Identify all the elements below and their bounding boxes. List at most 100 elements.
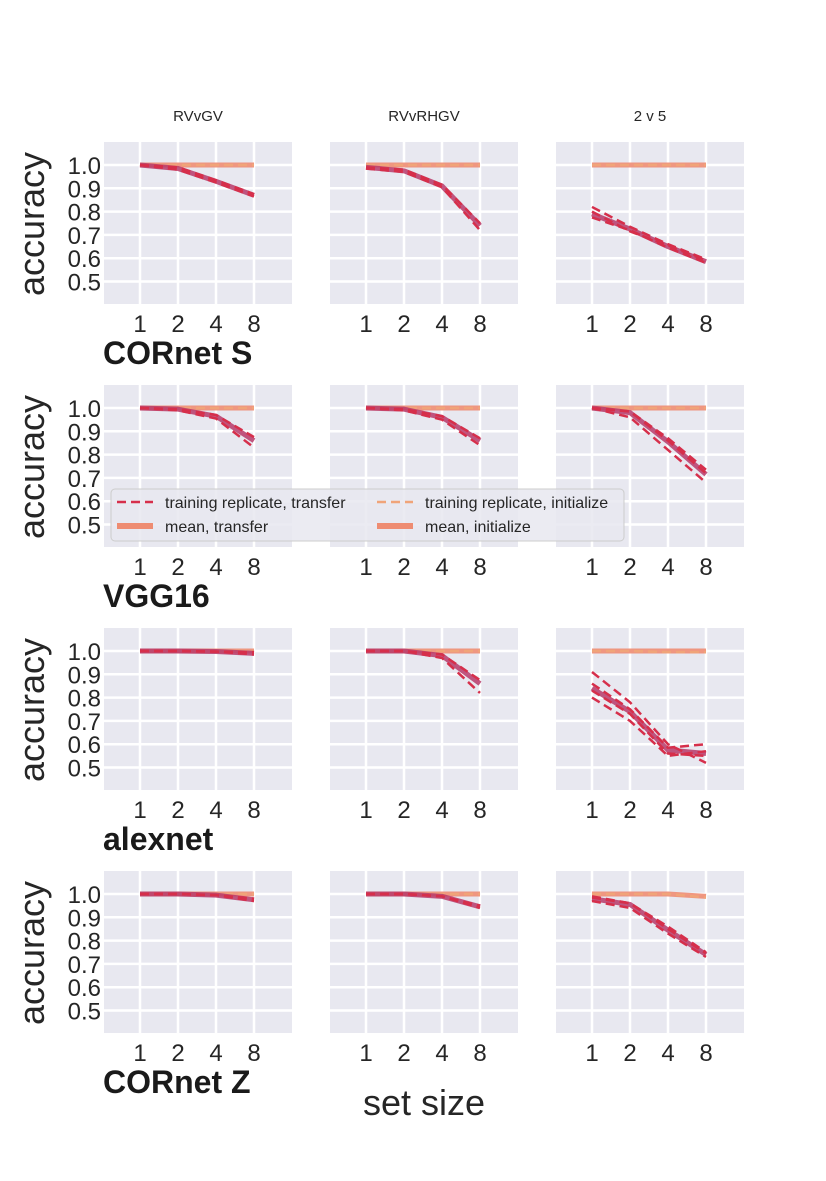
- row-title-3: CORnet Z: [103, 1064, 251, 1100]
- series-replicate-transfer: [366, 892, 481, 907]
- y-axis-label: accuracy: [11, 152, 52, 296]
- x-tick-label: 1: [585, 311, 598, 338]
- x-tick-label: 4: [435, 1040, 448, 1067]
- x-tick-label: 1: [133, 311, 146, 338]
- x-tick-label: 1: [585, 797, 598, 824]
- panel-background: [556, 142, 744, 304]
- y-tick-label: 0.9: [68, 662, 101, 689]
- y-tick-label: 0.5: [68, 999, 101, 1026]
- x-tick-label: 4: [661, 554, 674, 581]
- x-tick-label: 1: [133, 797, 146, 824]
- y-tick-label: 0.6: [68, 732, 101, 759]
- x-tick-label: 8: [473, 1040, 486, 1067]
- x-tick-label: 2: [397, 797, 410, 824]
- series-mean-transfer: [590, 686, 707, 757]
- legend-label-0: training replicate, transfer: [165, 495, 346, 512]
- series-replicate-transfer: [366, 649, 481, 694]
- x-tick-label: 1: [133, 1040, 146, 1067]
- y-tick-label: 0.8: [68, 200, 101, 227]
- series-replicate-transfer: [139, 163, 255, 198]
- x-tick-label: 8: [247, 311, 260, 338]
- y-tick-label: 0.7: [68, 466, 101, 493]
- y-tick-label: 0.7: [68, 709, 101, 736]
- x-tick-label: 8: [473, 797, 486, 824]
- y-tick-label: 0.9: [68, 419, 101, 446]
- x-tick-label: 4: [435, 554, 448, 581]
- series-replicate-transfer: [365, 406, 481, 447]
- legend-label-2: mean, transfer: [165, 519, 269, 536]
- legend-label-3: mean, initialize: [425, 519, 531, 536]
- y-tick-label: 0.6: [68, 975, 101, 1002]
- x-tick-label: 4: [661, 1040, 674, 1067]
- series-replicate-transfer: [591, 896, 707, 955]
- series-replicate-transfer: [140, 892, 255, 900]
- x-tick-label: 8: [247, 797, 260, 824]
- x-tick-label: 2: [171, 554, 184, 581]
- panel-3-0: 1 2 4 8 0.50.60.70.80.91.0: [68, 871, 292, 1067]
- y-tick-label: 1.0: [68, 153, 101, 180]
- x-tick-label: 1: [585, 554, 598, 581]
- y-tick-label: 0.8: [68, 686, 101, 713]
- column-title-2: 2 v 5: [634, 108, 667, 125]
- x-tick-label: 8: [699, 554, 712, 581]
- series-replicate-transfer: [365, 166, 481, 225]
- y-tick-label: 1.0: [68, 396, 101, 423]
- x-tick-label: 1: [585, 1040, 598, 1067]
- x-tick-label: 4: [661, 311, 674, 338]
- panel-background: [330, 871, 518, 1033]
- y-axis-label: accuracy: [11, 881, 52, 1025]
- series-replicate-transfer: [591, 406, 707, 484]
- y-tick-label: 0.5: [68, 756, 101, 783]
- panel-background: [556, 871, 744, 1033]
- x-tick-label: 1: [133, 554, 146, 581]
- panel-background: [104, 871, 292, 1033]
- series-replicate-transfer: [140, 649, 255, 654]
- x-tick-label: 1: [359, 797, 372, 824]
- x-tick-label: 8: [473, 311, 486, 338]
- series-replicate-initialize: [592, 892, 707, 899]
- panel-2-0: 1 2 4 8 0.50.60.70.80.91.0: [68, 628, 292, 824]
- panel-1-0: 1 2 4 8 0.50.60.70.80.91.0: [68, 385, 292, 581]
- x-tick-label: 2: [397, 1040, 410, 1067]
- x-tick-label: 2: [171, 1040, 184, 1067]
- row-title-0: CORnet S: [103, 335, 252, 371]
- column-title-0: RVvGV: [173, 108, 223, 125]
- x-tick-label: 8: [247, 554, 260, 581]
- x-tick-label: 4: [209, 554, 222, 581]
- y-tick-label: 0.8: [68, 929, 101, 956]
- x-tick-label: 1: [359, 311, 372, 338]
- x-axis-label: set size: [363, 1082, 485, 1123]
- x-tick-label: 1: [359, 554, 372, 581]
- y-tick-label: 0.5: [68, 513, 101, 540]
- x-tick-label: 2: [623, 311, 636, 338]
- column-title-1: RVvRHGV: [388, 108, 459, 125]
- labels-layer: set size RVvGV RVvRHGV 2 v 5 CORnet S accura…: [11, 108, 666, 1123]
- x-tick-label: 2: [623, 797, 636, 824]
- series-replicate-transfer: [591, 406, 707, 475]
- x-tick-label: 8: [247, 1040, 260, 1067]
- panel-background: [330, 142, 518, 304]
- y-tick-label: 0.7: [68, 952, 101, 979]
- x-tick-label: 2: [171, 311, 184, 338]
- series-replicate-transfer: [139, 406, 255, 449]
- y-tick-label: 0.7: [68, 223, 101, 250]
- panel-0-0: 1 2 4 8 0.50.60.70.80.91.0: [68, 142, 292, 338]
- x-tick-label: 4: [435, 311, 448, 338]
- y-tick-label: 0.9: [68, 905, 101, 932]
- x-tick-label: 1: [359, 1040, 372, 1067]
- y-tick-label: 1.0: [68, 639, 101, 666]
- x-tick-label: 2: [623, 1040, 636, 1067]
- x-tick-label: 4: [209, 311, 222, 338]
- y-tick-label: 0.6: [68, 246, 101, 273]
- series-replicate-transfer: [365, 167, 481, 232]
- y-axis-label: accuracy: [11, 638, 52, 782]
- x-tick-label: 2: [397, 554, 410, 581]
- legend-label-1: training replicate, initialize: [425, 495, 608, 512]
- x-tick-label: 4: [661, 797, 674, 824]
